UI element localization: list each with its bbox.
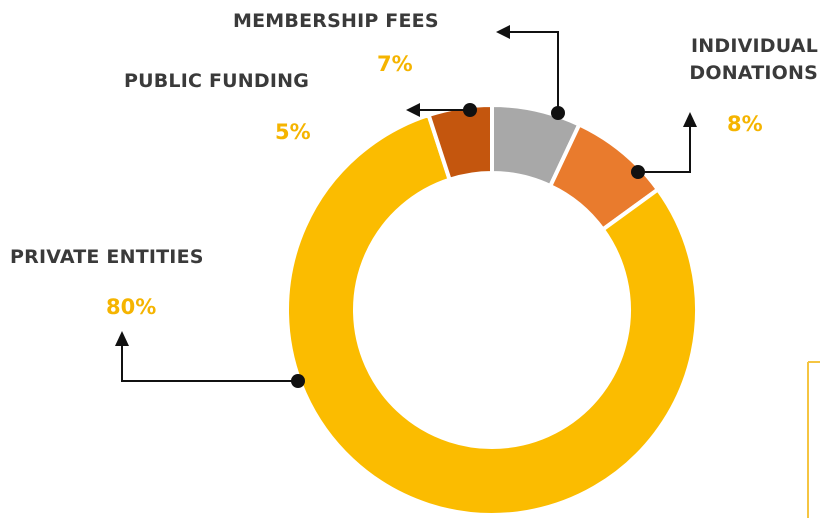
callout-dot xyxy=(291,374,305,388)
donut xyxy=(285,102,699,517)
arrow-head xyxy=(683,112,697,127)
value-label: 80% xyxy=(106,295,157,319)
callout-dot xyxy=(551,106,565,120)
donut-segment xyxy=(285,112,699,517)
value-label: 7% xyxy=(377,52,413,76)
category-label: PUBLIC FUNDING xyxy=(124,70,310,92)
callouts xyxy=(121,31,820,518)
callout-dot xyxy=(631,165,645,179)
value-label: 8% xyxy=(727,112,763,136)
arrow-head xyxy=(115,331,129,346)
arrow-head xyxy=(406,103,420,117)
arrow-head xyxy=(496,25,510,39)
category-label: PRIVATE ENTITIES xyxy=(10,246,204,268)
category-label: MEMBERSHIP FEES xyxy=(233,10,439,32)
value-label: 5% xyxy=(275,120,311,144)
category-label: INDIVIDUAL DONATIONS xyxy=(689,35,818,84)
callout-ends xyxy=(115,25,697,388)
callout-line xyxy=(121,344,298,382)
callout-dot xyxy=(463,103,477,117)
callout-line xyxy=(638,125,691,173)
callout-line xyxy=(508,31,559,113)
